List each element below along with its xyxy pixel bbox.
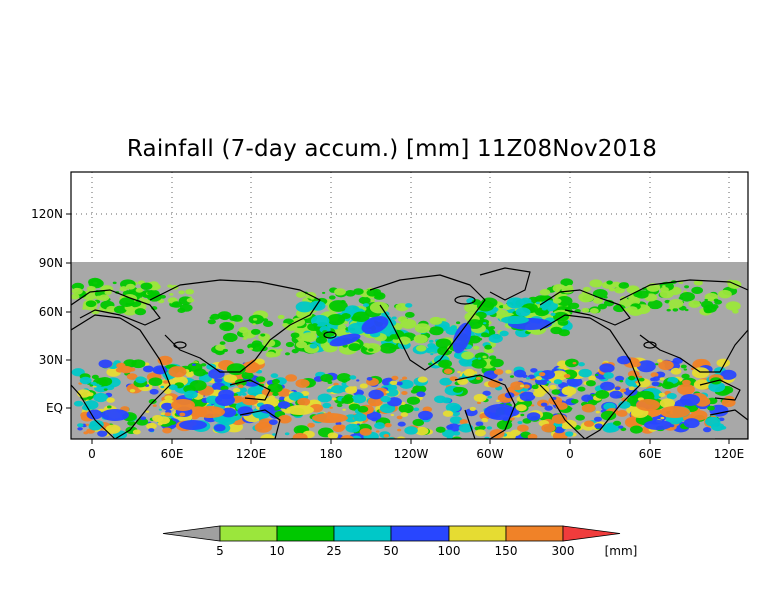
coastline [643,341,657,349]
colorbar-segment [505,525,564,542]
longitude-label: 120E [236,447,267,461]
rainfall-field [71,262,748,439]
longitude-label: 60E [639,447,662,461]
coastline [229,379,271,401]
colorbar-segment-below [162,525,221,542]
longitude-label: 60W [476,447,503,461]
longitude-label: 0 [88,447,96,461]
latitude-label: 30N [39,353,63,367]
coastline [71,289,161,326]
colorbar-segment [448,525,507,542]
colorbar-level-label: 5 [216,544,224,558]
coastline [539,314,641,439]
map-title: Rainfall (7-day accum.) [mm] 11Z08Nov201… [126,136,658,162]
colorbar-segment [276,525,335,542]
coastlines [71,267,748,439]
coastline [454,374,516,439]
coastline [454,295,476,305]
colorbar-segment-above [562,525,621,542]
coastline [369,274,486,371]
longitude-axis: 0 60E 120E 180 120W 60W 0 60E 120E [88,439,744,461]
longitude-label: 180 [320,447,343,461]
colorbar-level-label: 10 [269,544,284,558]
coastline [71,314,171,439]
colorbar-segment [219,525,278,542]
coastline [239,409,281,439]
latitude-label: 120N [31,207,63,221]
coastline [699,379,741,401]
coastline [619,279,748,373]
coastline [539,289,631,326]
colorbar-level-label: 300 [552,544,575,558]
colorbar-unit: [mm] [605,544,638,558]
rain-patches [71,277,742,439]
longitude-label: 0 [566,447,574,461]
colorbar-segment [390,525,450,542]
longitude-label: 120E [714,447,745,461]
coastline [479,267,531,301]
colorbar-level-label: 150 [495,544,518,558]
colorbar-level-label: 50 [383,544,398,558]
longitude-label: 60E [161,447,184,461]
coastline [323,331,337,339]
coastline [709,409,748,439]
coastline [173,341,187,349]
latitude-axis: 120N 90N 60N 30N EQ [31,207,71,415]
colorbar: 5 10 25 50 100 150 300 [mm] [162,525,638,558]
longitude-label: 120W [394,447,429,461]
colorbar-segment [333,525,392,542]
latitude-label: 90N [39,256,63,270]
colorbar-level-label: 100 [438,544,461,558]
colorbar-level-label: 25 [326,544,341,558]
latitude-label: 60N [39,305,63,319]
plot-frame [70,171,749,440]
coastline [149,279,321,373]
latitude-label: EQ [46,401,63,415]
